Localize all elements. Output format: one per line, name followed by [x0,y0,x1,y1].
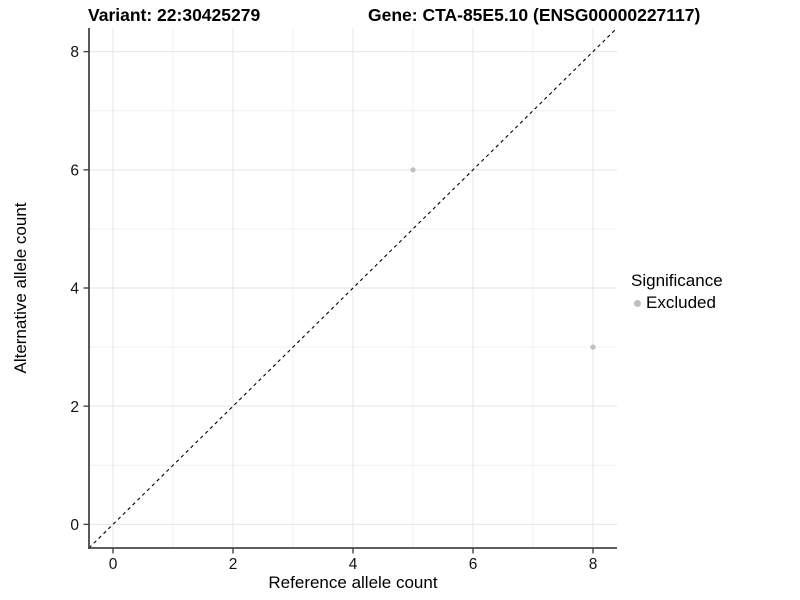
data-point [590,344,596,350]
x-tick-label: 8 [589,556,598,573]
plot-title-gene: Gene: CTA-85E5.10 (ENSG00000227117) [368,5,701,25]
y-tick-label: 8 [70,44,79,61]
x-axis-title: Reference allele count [268,573,438,592]
x-tick-label: 6 [469,556,478,573]
x-tick-label: 4 [349,556,358,573]
legend-item-label: Excluded [646,293,716,312]
identity-line [88,27,618,549]
data-points [410,167,596,350]
y-tick-label: 4 [70,281,79,298]
y-tick-label: 6 [70,162,79,179]
plot-title-variant: Variant: 22:30425279 [88,5,261,25]
legend: Significance Excluded [631,271,723,313]
excluded-point-icon [634,299,641,307]
data-point [410,167,416,173]
axis-ticks-and-labels: 0 2 4 6 8 0 2 4 6 8 [70,44,597,573]
legend-title: Significance [631,271,723,290]
gridlines-major [89,28,617,548]
y-tick-label: 0 [70,517,79,534]
legend-item-excluded: Excluded [631,293,723,313]
y-axis-title: Alternative allele count [11,202,30,374]
x-tick-label: 0 [109,556,118,573]
y-tick-label: 2 [70,399,79,416]
x-tick-label: 2 [229,556,238,573]
